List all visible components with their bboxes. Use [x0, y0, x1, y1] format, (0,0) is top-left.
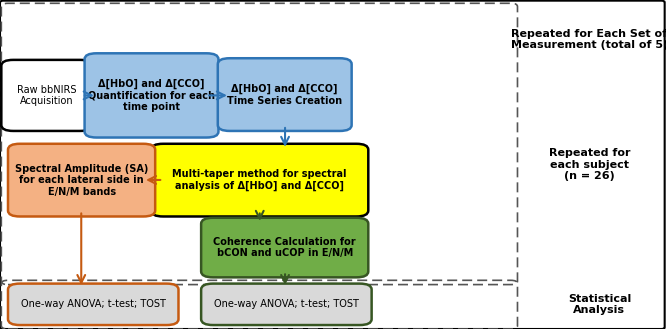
FancyBboxPatch shape: [85, 53, 218, 138]
Text: Statistical
Analysis: Statistical Analysis: [568, 293, 631, 315]
FancyBboxPatch shape: [201, 284, 372, 325]
Text: One-way ANOVA; t-test; TOST: One-way ANOVA; t-test; TOST: [214, 299, 359, 309]
Text: Δ[HbO] and Δ[CCO]
Quantification for each
time point: Δ[HbO] and Δ[CCO] Quantification for eac…: [88, 79, 215, 112]
Text: Repeated for
each subject
(n = 26): Repeated for each subject (n = 26): [549, 148, 630, 181]
Text: Δ[HbO] and Δ[CCO]
Time Series Creation: Δ[HbO] and Δ[CCO] Time Series Creation: [227, 84, 342, 106]
Text: Multi-taper method for spectral
analysis of Δ[HbO] and Δ[CCO]: Multi-taper method for spectral analysis…: [172, 169, 347, 191]
FancyBboxPatch shape: [218, 58, 352, 131]
FancyBboxPatch shape: [8, 144, 155, 216]
FancyBboxPatch shape: [151, 144, 368, 216]
FancyBboxPatch shape: [8, 284, 178, 325]
FancyBboxPatch shape: [201, 218, 368, 277]
Text: Spectral Amplitude (SA)
for each lateral side in
E/N/M bands: Spectral Amplitude (SA) for each lateral…: [15, 164, 149, 197]
Text: Repeated for Each Set of
Measurement (total of 5): Repeated for Each Set of Measurement (to…: [511, 29, 666, 50]
Text: One-way ANOVA; t-test; TOST: One-way ANOVA; t-test; TOST: [21, 299, 166, 309]
Text: Coherence Calculation for
bCON and uCOP in E/N/M: Coherence Calculation for bCON and uCOP …: [213, 237, 356, 258]
FancyBboxPatch shape: [1, 60, 92, 131]
Text: Raw bbNIRS
Acquisition: Raw bbNIRS Acquisition: [17, 85, 77, 106]
